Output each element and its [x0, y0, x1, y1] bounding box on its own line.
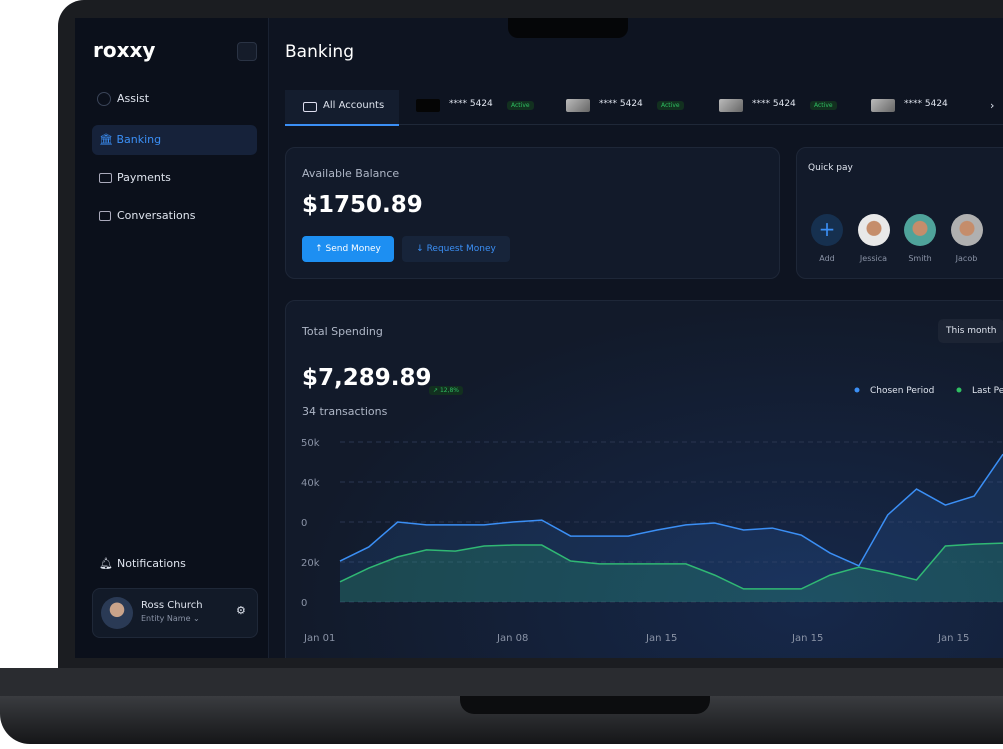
- card-thumb: [416, 99, 440, 112]
- card-thumb: [719, 99, 743, 112]
- x-axis-label: Jan 08: [496, 633, 528, 644]
- line: [339, 542, 1003, 590]
- card-status: Active: [507, 101, 534, 110]
- user-entity: Entity Name ⌄: [141, 614, 200, 623]
- legend-label: Last Period: [972, 386, 1003, 396]
- y-axis-label: 20k: [301, 558, 320, 569]
- change-badge: ↗ 12,8%: [429, 386, 463, 395]
- x-axis-label: Jan 15: [937, 633, 969, 644]
- y-axis-label: 0: [301, 518, 307, 529]
- contact-avatar[interactable]: [857, 214, 890, 246]
- laptop-hinge: [0, 668, 1003, 696]
- request-label: Request Money: [426, 244, 496, 254]
- add-plus: +: [818, 217, 836, 241]
- y-axis-label: 50k: [301, 438, 320, 449]
- request-button[interactable]: ↓ Request Money: [402, 236, 510, 262]
- card-number: **** 5424: [449, 99, 493, 109]
- account-tab[interactable]: **** 5424 Active: [416, 98, 556, 114]
- account-tab[interactable]: **** 5424 Active: [719, 98, 859, 114]
- nav-active-bg: [92, 125, 257, 155]
- chart: 50k 40k 0 20k 0 Jan 01 Jan 08 Jan 15 Jan 15 Jan 1…: [301, 386, 1003, 644]
- spending-title: Total Spending: [302, 325, 383, 338]
- legend-dot: [854, 387, 860, 393]
- y-axis-label: 40k: [301, 478, 320, 489]
- chat-icon: [99, 211, 111, 221]
- trackpad-notch: [460, 696, 710, 714]
- notifications[interactable]: Notifications: [117, 557, 186, 570]
- assist-icon: [97, 92, 111, 106]
- nav-item[interactable]: 🏛 Banking: [99, 133, 161, 146]
- entity-label: Entity Name: [141, 614, 191, 623]
- spending-amount: $7,289.89: [302, 365, 432, 391]
- card-thumb: [566, 99, 590, 112]
- quickpay-card: Quick pay Add Jessica Smith Jacob +: [796, 147, 1003, 279]
- contact-name[interactable]: Smith: [908, 254, 932, 263]
- tabs-divider: [285, 124, 1003, 125]
- nav-label: Banking: [116, 133, 162, 146]
- user-avatar: [101, 597, 133, 629]
- collapse-button[interactable]: [237, 42, 257, 61]
- line: [339, 453, 1003, 567]
- contact-avatar[interactable]: [811, 214, 843, 246]
- bank-icon: 🏛: [99, 133, 113, 146]
- card-number: **** 5424: [904, 99, 948, 109]
- x-axis-label: Jan 15: [645, 633, 677, 644]
- transactions: 34 transactions: [302, 405, 388, 418]
- card-status: Active: [657, 101, 684, 110]
- area: [340, 543, 1003, 602]
- contact-avatar[interactable]: [904, 214, 936, 246]
- card-icon: [303, 102, 317, 112]
- balance-amount: $1750.89: [302, 192, 423, 218]
- x-axis-label: Jan 01: [303, 633, 335, 644]
- y-axis-label: 0: [301, 598, 307, 609]
- legend-dot: [956, 387, 962, 393]
- page-title: Banking: [285, 42, 354, 62]
- card-number: **** 5424: [599, 99, 643, 109]
- contact-name[interactable]: Jessica: [859, 254, 888, 263]
- contact-name[interactable]: Add: [819, 254, 835, 263]
- contact-avatar[interactable]: [950, 214, 983, 246]
- screen: roxxy Assist 🏛 Banking Payments Conversa…: [75, 18, 1003, 658]
- card-thumb: [871, 99, 895, 112]
- card-status: Active: [810, 101, 837, 110]
- card-number: **** 5424: [752, 99, 796, 109]
- payments-icon: [99, 173, 112, 183]
- nav-item[interactable]: Conversations: [117, 209, 196, 222]
- camera-notch: [508, 18, 628, 38]
- user-name: Ross Church: [141, 600, 203, 611]
- brand: roxxy: [93, 38, 156, 62]
- nav-item[interactable]: Assist: [117, 92, 150, 105]
- change-value: 12,8%: [439, 387, 459, 394]
- tab-label: All Accounts: [323, 100, 385, 111]
- contact-name[interactable]: Jacob: [955, 254, 978, 263]
- balance-label: Available Balance: [302, 167, 400, 180]
- send-label: Send Money: [325, 244, 381, 254]
- legend-label: Chosen Period: [870, 386, 934, 396]
- settings-icon[interactable]: ⚙: [236, 604, 246, 617]
- bell-icon: 🔔︎: [99, 557, 113, 570]
- user-card[interactable]: Ross Church Entity Name ⌄ ⚙: [92, 588, 258, 638]
- nav-item[interactable]: Payments: [117, 171, 171, 184]
- period-select[interactable]: This month: [938, 319, 1003, 343]
- x-axis-label: Jan 15: [791, 633, 823, 644]
- tabs-next[interactable]: ›: [990, 99, 995, 112]
- spending-card: Total Spending This month $7,289.89 ↗ 12…: [285, 300, 1003, 658]
- balance-card: Available Balance $1750.89 ↑ Send Money …: [285, 147, 780, 279]
- account-tab[interactable]: **** 5424 Active: [566, 98, 706, 114]
- quickpay-title: Quick pay: [808, 163, 853, 173]
- tab-all[interactable]: All Accounts: [285, 90, 399, 126]
- send-button[interactable]: ↑ Send Money: [302, 236, 394, 262]
- sidebar: roxxy Assist 🏛 Banking Payments Conversa…: [75, 18, 269, 658]
